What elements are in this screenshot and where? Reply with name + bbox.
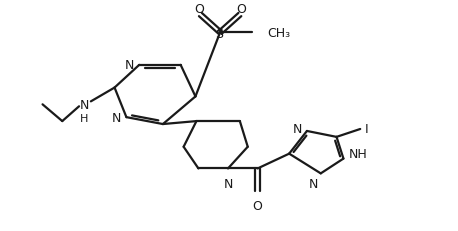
- Text: N: N: [308, 178, 318, 191]
- Text: I: I: [365, 123, 369, 136]
- Text: N: N: [125, 59, 134, 72]
- Text: CH₃: CH₃: [267, 27, 290, 40]
- Text: O: O: [236, 3, 246, 16]
- Text: N: N: [293, 123, 302, 136]
- Text: NH: NH: [349, 148, 367, 161]
- Text: N: N: [112, 111, 121, 124]
- Text: H: H: [80, 114, 88, 124]
- Text: S: S: [215, 28, 223, 41]
- Text: N: N: [224, 178, 233, 191]
- Text: O: O: [195, 3, 204, 16]
- Text: N: N: [79, 98, 89, 111]
- Text: O: O: [253, 199, 262, 212]
